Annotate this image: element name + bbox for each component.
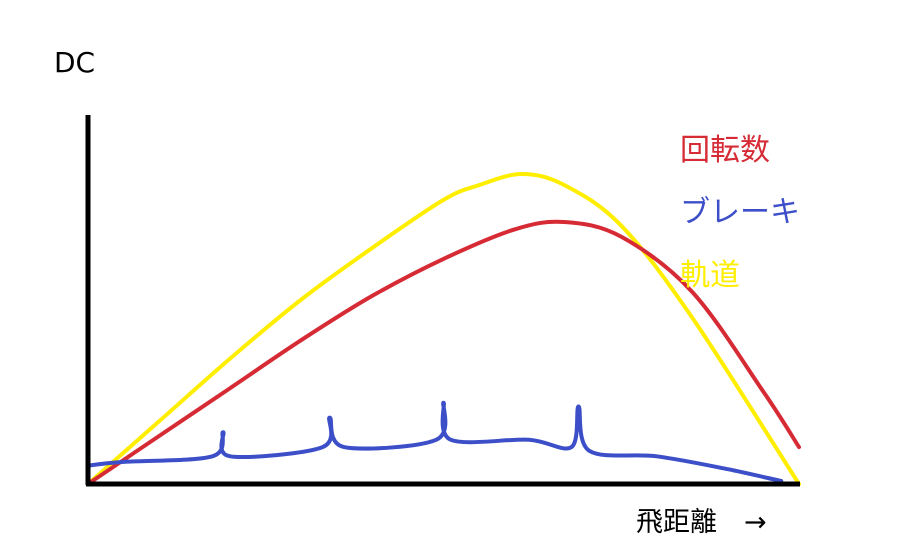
series-line-rotation: [86, 219, 801, 486]
series-layer: [86, 172, 801, 486]
x-axis-label: 飛距離 →: [636, 507, 767, 538]
legend-entry-rotation: 回転数: [680, 133, 770, 168]
y-axis-label: DC: [54, 46, 95, 79]
series-line-trajectory: [86, 172, 801, 486]
legend-entry-brake: ブレーキ: [680, 195, 800, 230]
legend-entry-trajectory: 軌道: [680, 258, 740, 293]
series-line-brake: [86, 400, 784, 483]
